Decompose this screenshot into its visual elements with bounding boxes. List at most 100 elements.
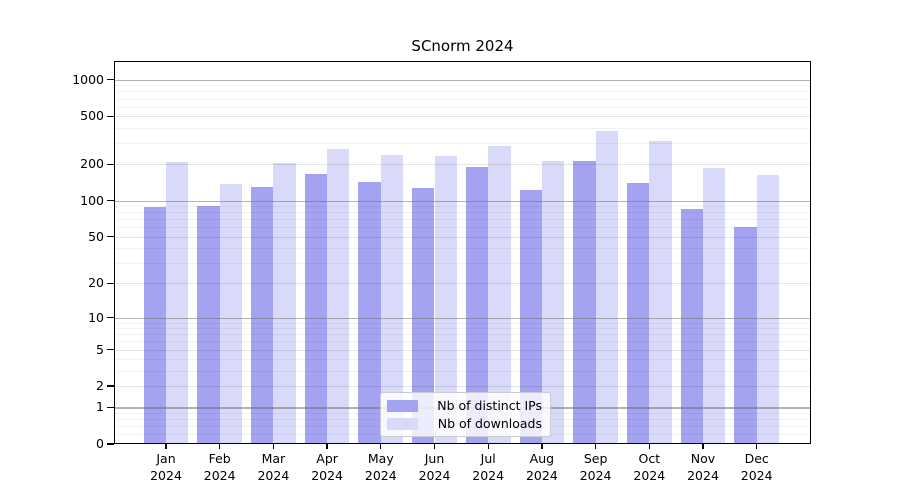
bar-distinct-ips-mar <box>251 186 274 444</box>
gridline <box>114 317 811 319</box>
y-tick-label: 5 <box>96 341 104 357</box>
legend: Nb of distinct IPs Nb of downloads <box>380 392 551 437</box>
x-tick-mark <box>756 444 758 449</box>
gridline <box>114 164 811 166</box>
bar-downloads-oct <box>649 141 672 444</box>
gridline <box>114 386 811 388</box>
bar-downloads-dec <box>756 175 780 444</box>
gridline <box>114 106 811 108</box>
x-tick-label: Nov 2024 <box>687 451 719 483</box>
bar-downloads-mar <box>273 162 296 444</box>
x-tick-mark <box>648 444 650 449</box>
gridline <box>114 359 811 361</box>
y-tick-label: 50 <box>88 228 104 244</box>
y-tick-label: 0 <box>96 436 104 451</box>
x-tick-label: Jan 2024 <box>150 451 182 483</box>
bar-distinct-ips-jul <box>465 167 489 444</box>
x-tick-label: Jun 2024 <box>418 451 451 483</box>
y-tick-label: 20 <box>88 275 104 291</box>
legend-label-distinct-ips: Nb of distinct IPs <box>437 398 542 413</box>
x-tick-label: May 2024 <box>364 451 397 483</box>
gridline <box>114 79 811 82</box>
legend-swatch-downloads <box>387 417 418 430</box>
gridline <box>114 262 811 264</box>
y-tick-label: 2 <box>96 378 104 394</box>
y-tick-mark <box>107 348 114 351</box>
gridline <box>114 322 811 324</box>
bar-distinct-ips-nov <box>680 208 703 444</box>
bar-distinct-ips-feb <box>197 205 220 444</box>
x-tick-label: Feb 2024 <box>203 451 236 483</box>
x-tick-mark <box>165 444 167 449</box>
bar-distinct-ips-aug <box>519 189 542 444</box>
gridline <box>114 200 811 203</box>
y-tick-label: 10 <box>88 309 104 325</box>
x-tick-mark <box>541 444 543 449</box>
bar-downloads-apr <box>327 149 350 444</box>
x-tick-mark <box>433 444 436 449</box>
bar-distinct-ips-jan <box>143 206 166 444</box>
legend-label-downloads: Nb of downloads <box>437 416 542 431</box>
x-tick-label: Sep 2024 <box>579 451 612 483</box>
gridline <box>114 227 811 229</box>
gridline <box>114 212 811 214</box>
bar-distinct-ips-dec <box>734 227 757 444</box>
gridline <box>114 219 811 221</box>
y-tick-mark <box>107 406 114 409</box>
y-tick-mark <box>107 163 114 166</box>
x-tick-label: Aug 2024 <box>525 451 558 483</box>
bar-distinct-ips-apr <box>304 174 328 444</box>
legend-entry-distinct-ips: Nb of distinct IPs <box>387 398 542 413</box>
gridline <box>114 98 811 100</box>
gridline <box>114 328 811 330</box>
bar-distinct-ips-jun <box>412 188 435 444</box>
gridline <box>114 248 811 250</box>
gridline <box>114 370 811 372</box>
gridline <box>114 283 811 285</box>
bar-downloads-may <box>380 155 404 444</box>
x-tick-label: Jul 2024 <box>472 451 505 483</box>
gridline <box>114 341 811 343</box>
x-tick-mark <box>326 444 328 449</box>
bar-downloads-jan <box>166 161 189 444</box>
bar-downloads-jun <box>434 155 457 444</box>
gridline <box>114 127 811 129</box>
bar-downloads-sep <box>595 131 618 444</box>
x-tick-mark <box>487 444 489 449</box>
y-tick-mark <box>107 443 114 445</box>
gridline <box>114 206 811 208</box>
y-tick-label: 1000 <box>72 71 104 87</box>
gridline <box>114 349 811 351</box>
gridline <box>114 334 811 336</box>
y-tick-mark <box>107 115 114 117</box>
y-tick-mark <box>107 385 114 387</box>
gridline <box>114 236 811 238</box>
x-tick-label: Apr 2024 <box>311 451 343 483</box>
legend-swatch-distinct-ips <box>387 399 418 412</box>
bar-distinct-ips-sep <box>573 160 596 444</box>
bar-distinct-ips-oct <box>626 182 650 444</box>
chart-title: SCnorm 2024 <box>411 37 514 55</box>
gridline <box>114 91 811 93</box>
legend-entry-downloads: Nb of downloads <box>387 416 542 431</box>
x-tick-mark <box>380 444 382 449</box>
x-tick-label: Mar 2024 <box>257 451 290 483</box>
x-tick-mark <box>702 444 704 449</box>
x-tick-mark <box>594 444 597 449</box>
y-tick-label: 500 <box>80 108 104 124</box>
y-tick-label: 200 <box>80 156 104 172</box>
x-tick-mark <box>219 444 221 449</box>
plot-area <box>114 61 811 444</box>
y-tick-mark <box>107 316 114 319</box>
x-tick-label: Oct 2024 <box>633 451 666 483</box>
x-tick-label: Dec 2024 <box>740 451 773 483</box>
y-tick-label: 100 <box>80 192 104 208</box>
y-tick-mark <box>107 79 114 81</box>
y-tick-mark <box>107 282 114 285</box>
gridline <box>114 85 811 87</box>
gridline <box>114 116 811 118</box>
bar-downloads-feb <box>219 184 243 444</box>
bar-downloads-aug <box>541 161 565 444</box>
y-tick-mark <box>107 236 114 238</box>
